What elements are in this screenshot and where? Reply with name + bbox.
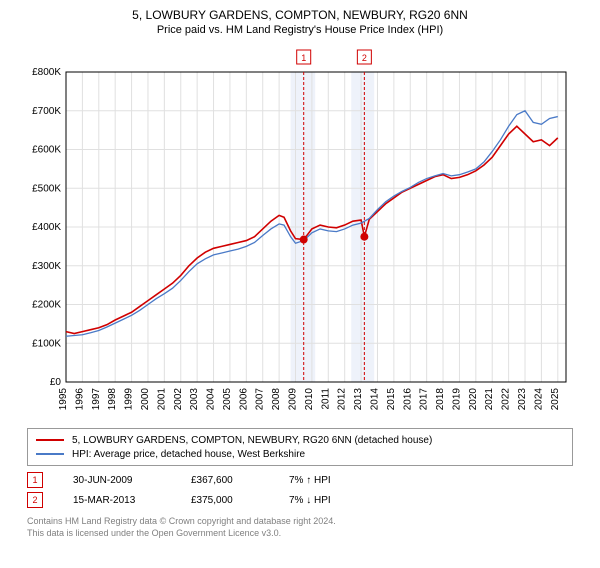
chart-subtitle: Price paid vs. HM Land Registry's House … [0,24,600,36]
svg-text:2014: 2014 [369,388,380,411]
marker-row-1: 1 30-JUN-2009 £367,600 7% ↑ HPI [27,470,573,490]
marker-table: 1 30-JUN-2009 £367,600 7% ↑ HPI 2 15-MAR… [27,470,573,510]
svg-text:2024: 2024 [533,388,544,411]
footer-line-1: Contains HM Land Registry data © Crown c… [27,516,573,528]
svg-text:2018: 2018 [435,388,446,411]
svg-text:2000: 2000 [140,388,151,411]
marker-price-2: £375,000 [191,495,261,506]
marker-badge-1: 1 [27,472,43,488]
svg-text:£200K: £200K [32,300,61,311]
svg-text:2022: 2022 [501,388,512,411]
footer-line-2: This data is licensed under the Open Gov… [27,528,573,540]
svg-text:2012: 2012 [337,388,348,411]
svg-text:£600K: £600K [32,145,61,156]
legend-row-1: 5, LOWBURY GARDENS, COMPTON, NEWBURY, RG… [36,433,564,447]
svg-text:1995: 1995 [58,388,69,411]
svg-text:2009: 2009 [288,388,299,411]
svg-text:2006: 2006 [238,388,249,411]
footer-attribution: Contains HM Land Registry data © Crown c… [27,516,573,539]
svg-text:1: 1 [301,53,306,63]
svg-text:2003: 2003 [189,388,200,411]
svg-text:2025: 2025 [550,388,561,411]
svg-text:2023: 2023 [517,388,528,411]
chart-title: 5, LOWBURY GARDENS, COMPTON, NEWBURY, RG… [0,8,600,22]
svg-text:2016: 2016 [402,388,413,411]
svg-text:2017: 2017 [419,388,430,411]
legend-swatch-2 [36,453,64,455]
legend-swatch-1 [36,439,64,441]
svg-text:£700K: £700K [32,106,61,117]
svg-text:2005: 2005 [222,388,233,411]
svg-text:2013: 2013 [353,388,364,411]
marker-date-2: 15-MAR-2013 [73,495,163,506]
svg-text:£800K: £800K [32,67,61,78]
marker-delta-2: 7% ↓ HPI [289,495,331,506]
legend-box: 5, LOWBURY GARDENS, COMPTON, NEWBURY, RG… [27,428,573,466]
marker-date-1: 30-JUN-2009 [73,475,163,486]
svg-text:£0: £0 [50,377,62,388]
svg-text:2: 2 [362,53,367,63]
svg-text:2004: 2004 [206,388,217,411]
svg-text:2011: 2011 [320,388,331,410]
svg-text:2010: 2010 [304,388,315,411]
legend-label-1: 5, LOWBURY GARDENS, COMPTON, NEWBURY, RG… [72,435,432,446]
svg-text:£500K: £500K [32,183,61,194]
svg-text:1996: 1996 [74,388,85,411]
svg-text:2002: 2002 [173,388,184,411]
svg-text:2021: 2021 [484,388,495,411]
chart-svg: £0 £100K £200K £300K £400K £500K £600K £700K £80… [20,42,580,422]
svg-text:2008: 2008 [271,388,282,411]
marker-badge-2: 2 [27,492,43,508]
svg-text:2007: 2007 [255,388,266,411]
svg-text:1999: 1999 [124,388,135,411]
svg-text:2001: 2001 [156,388,167,411]
chart-plot-area: £0 £100K £200K £300K £400K £500K £600K £700K £80… [20,42,580,422]
svg-text:£100K: £100K [32,338,61,349]
svg-text:£400K: £400K [32,222,61,233]
svg-text:2015: 2015 [386,388,397,411]
marker-delta-1: 7% ↑ HPI [289,475,331,486]
svg-text:£300K: £300K [32,261,61,272]
marker-row-2: 2 15-MAR-2013 £375,000 7% ↓ HPI [27,490,573,510]
marker-price-1: £367,600 [191,475,261,486]
svg-text:2019: 2019 [451,388,462,411]
svg-text:1997: 1997 [91,388,102,411]
svg-text:1998: 1998 [107,388,118,411]
chart-container: 5, LOWBURY GARDENS, COMPTON, NEWBURY, RG… [0,8,600,568]
legend-row-2: HPI: Average price, detached house, West… [36,447,564,461]
svg-text:2020: 2020 [468,388,479,411]
legend-label-2: HPI: Average price, detached house, West… [72,449,305,460]
